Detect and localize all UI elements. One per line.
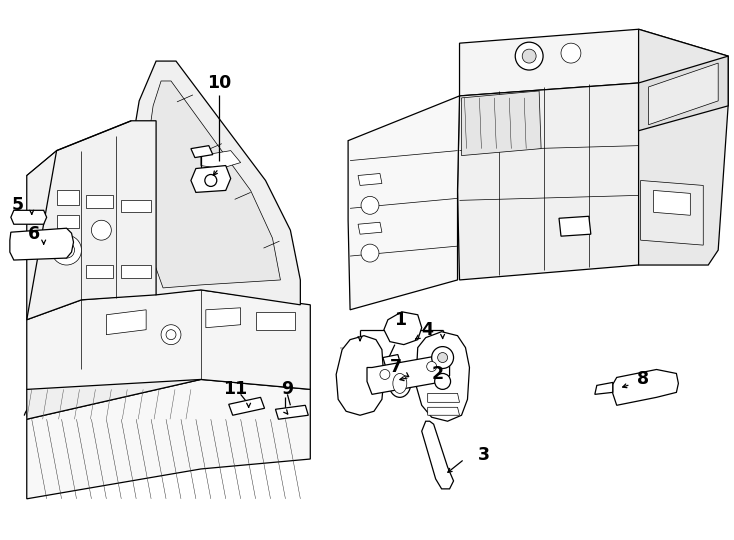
Polygon shape — [338, 338, 381, 409]
Circle shape — [515, 42, 543, 70]
Polygon shape — [87, 265, 113, 278]
Circle shape — [361, 197, 379, 214]
Polygon shape — [415, 332, 470, 421]
Polygon shape — [639, 56, 728, 131]
Polygon shape — [348, 96, 459, 310]
Polygon shape — [229, 397, 264, 415]
Text: 2: 2 — [432, 366, 443, 383]
Circle shape — [361, 244, 379, 262]
Circle shape — [166, 330, 176, 340]
Polygon shape — [206, 308, 241, 328]
Polygon shape — [146, 81, 280, 288]
Text: 8: 8 — [636, 370, 649, 388]
Circle shape — [51, 235, 81, 265]
Polygon shape — [641, 180, 703, 245]
Polygon shape — [358, 222, 382, 234]
Polygon shape — [384, 312, 422, 345]
Polygon shape — [121, 200, 151, 212]
Polygon shape — [459, 29, 728, 106]
Polygon shape — [462, 91, 541, 156]
Polygon shape — [457, 83, 649, 280]
Text: 9: 9 — [281, 380, 294, 399]
Polygon shape — [57, 215, 79, 228]
Polygon shape — [383, 355, 401, 368]
Polygon shape — [428, 393, 459, 402]
Text: 3: 3 — [477, 446, 490, 464]
Circle shape — [432, 347, 454, 368]
Polygon shape — [201, 151, 241, 168]
Polygon shape — [191, 166, 230, 192]
Polygon shape — [653, 191, 691, 215]
Circle shape — [426, 361, 437, 372]
Polygon shape — [613, 369, 678, 406]
Circle shape — [161, 325, 181, 345]
Polygon shape — [255, 312, 295, 330]
Polygon shape — [595, 382, 613, 394]
Polygon shape — [129, 61, 300, 305]
Polygon shape — [275, 406, 308, 419]
Polygon shape — [11, 210, 47, 224]
Polygon shape — [87, 195, 113, 208]
Text: 1: 1 — [393, 310, 406, 329]
Polygon shape — [649, 63, 718, 125]
Polygon shape — [559, 217, 591, 236]
Polygon shape — [336, 336, 384, 415]
Polygon shape — [639, 29, 728, 265]
Polygon shape — [26, 380, 310, 499]
Ellipse shape — [393, 374, 407, 393]
Circle shape — [437, 353, 448, 362]
Circle shape — [522, 49, 536, 63]
Text: 6: 6 — [28, 225, 40, 243]
Polygon shape — [26, 121, 156, 320]
Text: 5: 5 — [12, 197, 23, 214]
Circle shape — [380, 369, 390, 380]
Text: 10: 10 — [207, 74, 231, 92]
Polygon shape — [26, 290, 310, 389]
Polygon shape — [10, 228, 73, 260]
Text: 4: 4 — [422, 321, 434, 339]
Circle shape — [59, 242, 75, 258]
Ellipse shape — [389, 369, 411, 397]
Polygon shape — [106, 310, 146, 335]
Polygon shape — [358, 173, 382, 185]
Polygon shape — [26, 352, 201, 419]
Circle shape — [92, 220, 112, 240]
Circle shape — [435, 374, 451, 389]
Polygon shape — [57, 191, 79, 205]
Circle shape — [561, 43, 581, 63]
Circle shape — [205, 174, 217, 186]
Text: 7: 7 — [390, 359, 401, 376]
Polygon shape — [422, 421, 454, 489]
Polygon shape — [367, 355, 449, 394]
Polygon shape — [428, 407, 459, 415]
Polygon shape — [121, 265, 151, 278]
Polygon shape — [191, 146, 213, 158]
Text: 11: 11 — [224, 380, 248, 399]
